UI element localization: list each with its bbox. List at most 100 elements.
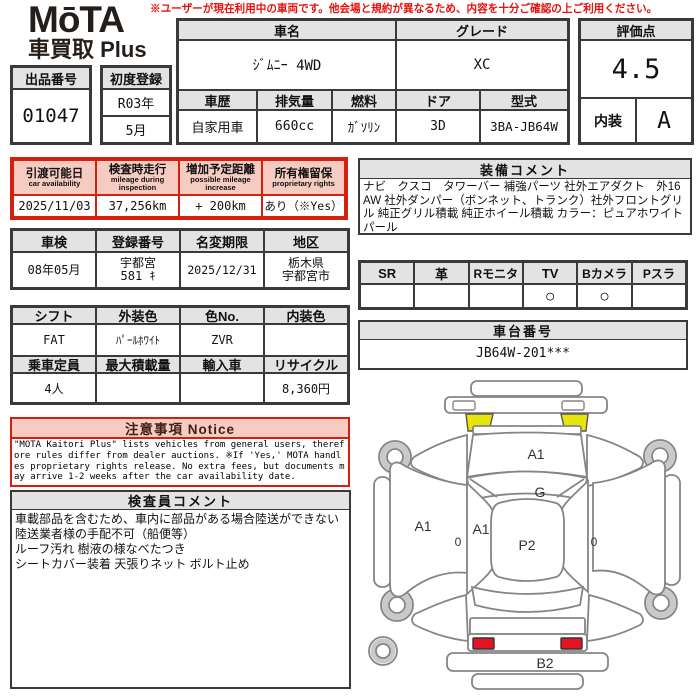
first-registration-year: R03年 — [102, 89, 170, 116]
availability-strip: 引渡可能日 car availability 2025/11/03 検査時走行 … — [10, 157, 348, 220]
name-change-deadline-label: 名変期限 — [180, 230, 264, 252]
chassis-number-title: 車台番号 — [360, 322, 686, 340]
inspector-comment-text: 車載部品を含むため、車内に部品がある場合陸送ができない陸送業者様の手配不可（船便… — [12, 510, 349, 574]
availability-value: 2025/11/03 — [13, 195, 96, 217]
proprietary-rights-value: あり（※Yes） — [262, 195, 345, 217]
spare-wheel — [368, 636, 398, 666]
vehicle-grade-label: グレード — [396, 20, 568, 40]
diagram-label-roof: P2 — [518, 537, 535, 553]
rear-bumper-bar — [446, 652, 609, 672]
windshield-band — [465, 470, 589, 502]
tv-value: ○ — [522, 284, 578, 308]
chassis-number-box: 車台番号 JB64W-201*** — [358, 320, 688, 370]
equipment-comment-title: 装備コメント — [360, 160, 690, 179]
fuel-label: 燃料 — [332, 90, 396, 110]
history-label: 車歴 — [178, 90, 257, 110]
vehicle-grade-value: XC — [396, 40, 568, 90]
model-value: 3BA-JB64W — [480, 110, 568, 143]
a-pillar-left — [469, 478, 498, 498]
rear-bottom-bar — [471, 673, 584, 690]
logo-subtitle: 車買取 Plus — [28, 37, 147, 62]
inspector-comment-line: 車載部品を含むため、車内に部品がある場合陸送ができない陸送業者様の手配不可（船便… — [15, 512, 340, 541]
front-marker-right — [561, 400, 585, 411]
car-damage-diagram: A1 G A1 A1 P2 B2 0 0 — [368, 380, 681, 690]
tv-label: TV — [522, 262, 578, 284]
power-slide-label: Pスラ — [631, 262, 686, 284]
lot-number-box: 出品番号 01047 — [10, 65, 92, 145]
specs-table: シフト 外装色 色No. 内装色 FAT ﾊﾟｰﾙﾎﾜｲﾄ ZVR 乗車定員 最… — [10, 305, 350, 405]
import-label: 輸入車 — [180, 356, 264, 373]
mileage-increase-value: + 200km — [179, 195, 262, 217]
first-registration-box: 初度登録 R03年 5月 — [100, 65, 172, 145]
diagram-label-left-door: A1 — [472, 521, 489, 537]
displacement-value: 660cc — [257, 110, 332, 143]
options-table: SR 革 Rモニタ TV Bカメラ Pスラ ○ ○ — [358, 260, 688, 310]
color-no-value: ZVR — [180, 324, 264, 356]
back-camera-value: ○ — [577, 284, 632, 308]
diagram-label-left-side: A1 — [414, 518, 431, 534]
capacity-value: 4人 — [12, 373, 96, 403]
power-slide-value — [631, 284, 686, 308]
inspector-comment-line: ルーフ汚れ 樹液の様なべたつき — [15, 542, 186, 556]
leather-label: 革 — [414, 262, 469, 284]
interior-grade-value: A — [636, 98, 692, 143]
notice-text: "MOTA Kaitori Plus" lists vehicles from … — [14, 440, 345, 483]
right-side-panel — [592, 459, 666, 596]
top-disclaimer: ※ユーザーが現在利用中の車両です。他会場と規約が異なるため、内容を十分ご確認の上… — [150, 3, 658, 15]
inspector-comment-box: 検査員コメント 車載部品を含むため、車内に部品がある場合陸送ができない陸送業者様… — [10, 490, 351, 689]
inspector-comment-title: 検査員コメント — [12, 492, 349, 510]
door-label: ドア — [396, 90, 480, 110]
district-label: 地区 — [264, 230, 348, 252]
back-camera-label: Bカメラ — [577, 262, 632, 284]
rear-right-fender — [586, 593, 644, 643]
score-box: 評価点 4.5 内装 A — [578, 18, 694, 145]
diagram-label-windshield: G — [535, 484, 546, 500]
left-door-band — [466, 480, 494, 597]
exterior-color-value: ﾊﾟｰﾙﾎﾜｲﾄ — [96, 324, 180, 356]
displacement-label: 排気量 — [257, 90, 332, 110]
vehicle-name-label: 車名 — [178, 20, 396, 40]
notice-title: 注意事項 Notice — [12, 419, 348, 439]
max-load-label: 最大積載量 — [96, 356, 180, 373]
logo-wordmark: MōTA — [28, 0, 125, 40]
recycle-value: 8,360円 — [264, 373, 348, 403]
left-side-panel — [389, 461, 468, 598]
sunroof-value — [360, 284, 415, 308]
max-load-value — [96, 373, 180, 403]
a-pillar-right — [556, 478, 585, 498]
capacity-label: 乗車定員 — [12, 356, 96, 373]
district-value: 栃木県 宇都宮市 — [264, 252, 348, 288]
reg-number-value: 宇都宮 581 ｷ — [96, 252, 180, 288]
taillight-right — [560, 637, 583, 650]
rear-monitor-value — [468, 284, 523, 308]
mileage-header: 検査時走行 mileage during inspection — [96, 160, 179, 195]
hood-panel — [465, 431, 589, 479]
mota-logo: MōTA 車買取 Plus — [28, 0, 147, 62]
reg-number-label: 登録番号 — [96, 230, 180, 252]
proprietary-rights-header: 所有権留保 proprietary rights — [262, 160, 345, 195]
sunroof-label: SR — [360, 262, 415, 284]
fuel-value: ｶﾞｿﾘﾝ — [332, 110, 396, 143]
lot-number-label: 出品番号 — [12, 67, 90, 89]
vehicle-table: 車名 グレード ｼﾞﾑﾆｰ 4WD XC 車歴 排気量 燃料 ドア 型式 自家用… — [176, 18, 570, 145]
registration-table: 車検 登録番号 名変期限 地区 08年05月 宇都宮 581 ｷ 2025/12/… — [10, 228, 350, 290]
history-value: 自家用車 — [178, 110, 257, 143]
model-label: 型式 — [480, 90, 568, 110]
color-no-label: 色No. — [180, 307, 264, 324]
inspector-comment-line: シートカバー装着 天張りネット ボルト止め — [15, 557, 250, 571]
shaken-value: 08年05月 — [12, 252, 96, 288]
availability-header: 引渡可能日 car availability — [13, 160, 96, 195]
shift-label: シフト — [12, 307, 96, 324]
mileage-increase-header: 増加予定距離 possible mileage increase — [179, 160, 262, 195]
recycle-label: リサイクル — [264, 356, 348, 373]
first-registration-month: 5月 — [102, 116, 170, 143]
diagram-mark-door-right: 0 — [591, 535, 598, 549]
roof-panel — [490, 498, 565, 582]
rear-monitor-label: Rモニタ — [468, 262, 523, 284]
mileage-value: 37,256km — [96, 195, 179, 217]
notice-box: 注意事項 Notice "MOTA Kaitori Plus" lists ve… — [10, 417, 350, 487]
rear-gate — [469, 617, 586, 635]
taillight-left — [472, 637, 495, 650]
interior-color-label: 内装色 — [264, 307, 348, 324]
